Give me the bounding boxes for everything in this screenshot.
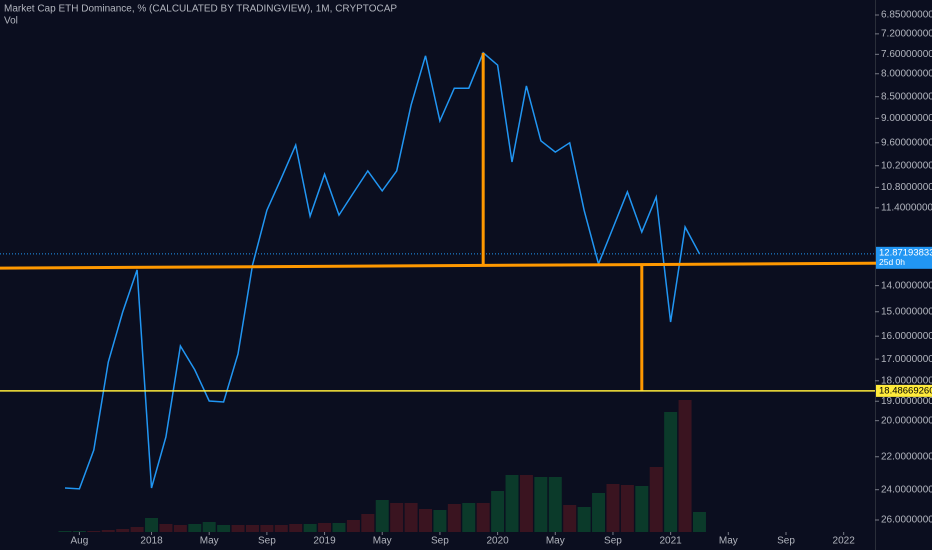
volume-bar bbox=[332, 523, 346, 532]
y-tick-label: 7.60000000 bbox=[881, 49, 932, 60]
volume-bar bbox=[173, 525, 187, 532]
volume-bar bbox=[664, 412, 678, 532]
x-tick-label: 2022 bbox=[833, 536, 856, 547]
volume-bar bbox=[519, 475, 533, 532]
volume-bar bbox=[635, 486, 649, 532]
volume-bar bbox=[101, 530, 115, 532]
volume-bar bbox=[577, 507, 591, 532]
x-tick-label: 2019 bbox=[313, 536, 336, 547]
y-tick-label: 11.40000000 bbox=[881, 202, 932, 213]
volume-bar bbox=[260, 525, 274, 532]
volume-bar bbox=[87, 531, 101, 532]
horizontal-line-label-bg bbox=[876, 384, 932, 397]
volume-bar bbox=[145, 518, 159, 532]
volume-bar bbox=[217, 525, 231, 532]
y-tick-label: 24.00000000 bbox=[881, 484, 932, 495]
volume-bar bbox=[491, 491, 505, 532]
y-tick-label: 8.50000000 bbox=[881, 91, 932, 102]
x-tick-label: 2020 bbox=[486, 536, 509, 547]
volume-bar bbox=[433, 510, 447, 532]
volume-bar bbox=[188, 524, 202, 532]
chart-title: Market Cap ETH Dominance, % (CALCULATED … bbox=[4, 4, 397, 15]
horizontal-line-label: 18.48669260 bbox=[879, 385, 932, 396]
x-tick-label: May bbox=[200, 536, 219, 547]
volume-bar bbox=[505, 475, 519, 532]
x-tick-label: Aug bbox=[71, 536, 89, 547]
volume-bar bbox=[116, 529, 130, 532]
volume-bar bbox=[592, 493, 606, 532]
current-price-label-bg bbox=[876, 246, 932, 269]
x-tick-label: Sep bbox=[431, 536, 449, 547]
volume-bar bbox=[361, 514, 375, 532]
volume-bar bbox=[159, 524, 173, 532]
x-tick-label: 2021 bbox=[660, 536, 683, 547]
volume-title: Vol bbox=[4, 16, 18, 27]
y-tick-label: 10.20000000 bbox=[881, 160, 932, 171]
y-tick-label: 26.00000000 bbox=[881, 515, 932, 526]
current-price-label: 12.87193833 bbox=[879, 247, 932, 258]
y-tick-label: 10.80000000 bbox=[881, 182, 932, 193]
volume-bar bbox=[462, 503, 476, 532]
volume-bar bbox=[678, 400, 692, 532]
y-tick-label: 18.00000000 bbox=[881, 375, 932, 386]
y-tick-label: 19.00000000 bbox=[881, 396, 932, 407]
volume-bar bbox=[202, 522, 216, 532]
volume-bar bbox=[447, 504, 461, 532]
volume-bar bbox=[692, 512, 706, 532]
countdown-label: 25d 0h bbox=[879, 257, 905, 267]
y-tick-label: 9.00000000 bbox=[881, 113, 932, 124]
x-tick-label: Sep bbox=[258, 536, 276, 547]
x-tick-label: Sep bbox=[604, 536, 622, 547]
volume-bar bbox=[58, 531, 72, 532]
y-tick-label: 8.00000000 bbox=[881, 68, 932, 79]
volume-bar bbox=[563, 505, 577, 532]
x-tick-label: Sep bbox=[777, 536, 795, 547]
y-tick-label: 7.20000000 bbox=[881, 29, 932, 40]
volume-bar bbox=[72, 531, 86, 532]
volume-bar bbox=[318, 523, 332, 532]
y-tick-label: 17.00000000 bbox=[881, 354, 932, 365]
y-tick-label: 22.00000000 bbox=[881, 451, 932, 462]
x-tick-label: May bbox=[546, 536, 565, 547]
volume-bar bbox=[649, 467, 663, 532]
price-line bbox=[64, 51, 701, 490]
volume-bar bbox=[303, 524, 317, 532]
y-tick-label: 20.00000000 bbox=[881, 415, 932, 426]
volume-bar bbox=[346, 520, 360, 532]
volume-bar bbox=[390, 503, 404, 532]
volume-bar bbox=[548, 477, 562, 532]
y-tick-label: 16.00000000 bbox=[881, 331, 932, 342]
volume-bar bbox=[404, 503, 418, 532]
volume-bar bbox=[476, 503, 490, 532]
volume-bar bbox=[534, 477, 548, 532]
volume-bar bbox=[606, 484, 620, 532]
x-tick-label: 2018 bbox=[140, 536, 163, 547]
trend-line bbox=[0, 261, 932, 270]
x-tick-label: May bbox=[373, 536, 392, 547]
volume-bar bbox=[620, 485, 634, 532]
volume-bar bbox=[375, 500, 389, 532]
volume-bar bbox=[231, 525, 245, 532]
y-tick-label: 15.00000000 bbox=[881, 306, 932, 317]
y-tick-label: 14.00000000 bbox=[881, 280, 932, 291]
volume-bar bbox=[245, 525, 259, 532]
volume-bar bbox=[130, 527, 144, 532]
volume-bar bbox=[274, 525, 288, 532]
volume-bar bbox=[289, 524, 303, 532]
volume-bar bbox=[419, 509, 432, 532]
x-tick-label: May bbox=[719, 536, 738, 547]
y-tick-label: 9.60000000 bbox=[881, 137, 932, 148]
y-tick-label: 6.85000000 bbox=[881, 10, 932, 21]
